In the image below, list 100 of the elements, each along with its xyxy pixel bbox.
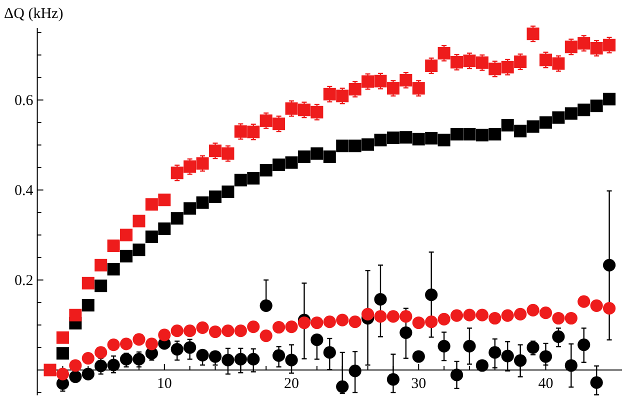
point: [56, 368, 70, 380]
point: [463, 340, 476, 352]
point: [450, 368, 464, 382]
point: [82, 368, 94, 380]
point: [323, 88, 336, 100]
point: [107, 358, 120, 372]
x-tick-label: 20: [284, 376, 300, 392]
point: [578, 37, 590, 50]
point: [247, 320, 260, 334]
point: [247, 352, 260, 366]
point: [488, 346, 502, 359]
point: [170, 343, 184, 356]
point: [374, 134, 387, 146]
point: [602, 258, 616, 272]
point: [501, 350, 514, 362]
x-tick-label: 10: [156, 376, 172, 392]
point: [69, 308, 82, 322]
point: [145, 338, 158, 350]
point: [310, 147, 324, 160]
point: [120, 228, 133, 242]
point: [94, 280, 108, 292]
point: [196, 321, 209, 334]
point: [412, 316, 425, 330]
point: [44, 364, 56, 376]
point: [196, 157, 209, 170]
point: [438, 46, 450, 60]
point: [501, 309, 514, 322]
point: [362, 138, 374, 151]
point: [463, 308, 476, 322]
point: [552, 330, 565, 343]
point: [69, 359, 82, 372]
x-tick-label: 30: [411, 376, 426, 392]
point: [374, 293, 387, 306]
point: [208, 325, 222, 338]
point: [348, 316, 362, 328]
point: [488, 312, 502, 325]
point: [120, 352, 133, 366]
point: [526, 304, 540, 316]
point: [362, 75, 374, 88]
point: [336, 314, 349, 326]
point: [590, 376, 603, 389]
point: [260, 114, 272, 127]
point: [56, 331, 69, 344]
point: [590, 100, 603, 112]
point: [234, 125, 247, 138]
point: [526, 28, 540, 40]
point: [69, 370, 82, 384]
point: [514, 56, 527, 68]
point: [463, 128, 476, 140]
point: [260, 164, 272, 176]
point: [450, 309, 464, 322]
point: [158, 194, 171, 206]
point: [412, 350, 425, 363]
point: [578, 295, 590, 308]
point: [196, 348, 209, 362]
point: [247, 172, 260, 185]
point: [514, 354, 527, 367]
point: [285, 102, 298, 115]
point: [400, 310, 412, 323]
point: [539, 306, 552, 320]
point: [400, 326, 412, 339]
point: [590, 299, 603, 312]
point: [209, 144, 222, 158]
point: [476, 56, 488, 69]
point: [234, 174, 247, 186]
point: [310, 334, 324, 346]
point: [526, 120, 540, 133]
y-axis-title: ΔQ (kHz): [4, 6, 64, 22]
point: [222, 354, 234, 366]
point: [564, 40, 578, 54]
point: [476, 128, 488, 142]
point: [348, 82, 362, 96]
point: [222, 324, 234, 338]
point: [336, 140, 349, 152]
point: [272, 349, 286, 362]
point: [208, 350, 222, 363]
point: [501, 118, 514, 132]
point: [132, 214, 146, 228]
point: [374, 310, 387, 323]
point: [184, 160, 196, 173]
point: [196, 196, 209, 209]
point: [94, 258, 108, 272]
point: [463, 54, 476, 68]
point: [348, 364, 362, 378]
point: [400, 131, 412, 144]
point: [501, 60, 514, 74]
point: [552, 111, 565, 124]
point: [323, 316, 336, 328]
point: [526, 341, 540, 354]
point: [476, 359, 488, 372]
point: [386, 373, 400, 386]
point: [361, 308, 374, 320]
point: [539, 54, 552, 66]
point: [310, 316, 324, 330]
point: [94, 360, 108, 372]
point: [425, 132, 438, 144]
point: [145, 198, 158, 211]
point: [285, 156, 298, 169]
point: [450, 56, 464, 68]
y-tick-label: 0.2: [14, 273, 34, 289]
